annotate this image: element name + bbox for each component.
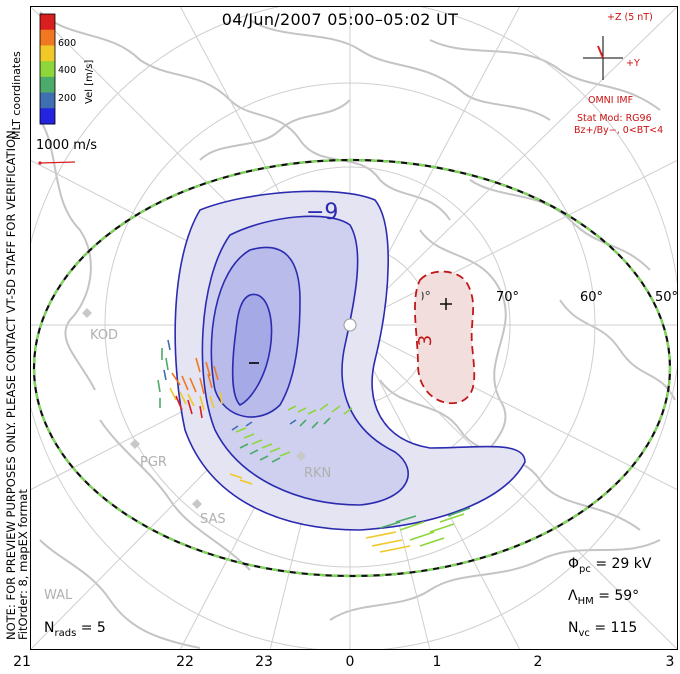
colorbar-label: Vel [m/s] <box>84 59 95 104</box>
pole-marker <box>343 318 357 332</box>
mlt-label-2: 2 <box>533 654 543 670</box>
lat-label-50: 50° <box>655 290 679 305</box>
positive-potential-cell <box>414 270 476 405</box>
imf-by-label: +Y <box>626 58 640 69</box>
reference-vector-label: 1000 m/s <box>36 138 98 153</box>
velocity-vectors <box>157 339 471 553</box>
hm-latitude: ΛHM = 59° <box>568 588 640 607</box>
plot-frame <box>30 6 678 650</box>
coastlines <box>39 11 676 649</box>
colorbar-swatch <box>40 29 55 46</box>
colorbar-swatch <box>40 45 55 62</box>
coordinates-label: MLT coordinates <box>10 51 23 140</box>
imf-dial <box>583 36 623 80</box>
imf-model: Stat Mod: RG96 <box>577 113 652 124</box>
lat-label-80: 80° <box>422 290 431 305</box>
positive-contour-label: 3 <box>415 334 437 347</box>
negative-potential-cell <box>174 190 526 531</box>
colorbar-swatch <box>40 61 55 78</box>
colorbar-swatch <box>40 92 55 109</box>
mlt-label-3: 3 <box>665 654 675 670</box>
station-pgr: PGR <box>140 455 167 470</box>
mlt-label-0: 0 <box>345 654 355 670</box>
reference-vector <box>39 161 76 164</box>
station-sas: SAS <box>200 512 226 527</box>
page-title: 04/Jun/2007 05:00–05:02 UT <box>221 10 459 29</box>
colorbar-swatch <box>40 76 55 94</box>
station-kod: KOD <box>90 328 119 343</box>
station-wal: WAL <box>44 588 73 603</box>
lat-label-60: 60° <box>580 290 604 305</box>
colorbar-tick-600: 600 <box>58 38 77 49</box>
mlt-label-21: 21 <box>13 654 31 670</box>
imf-bz-label: +Z (5 nT) <box>607 12 653 23</box>
station-rkn: RKN <box>304 466 332 481</box>
vector-count: Nvc = 115 <box>568 620 638 639</box>
negative-contour-label: −9 <box>306 200 339 225</box>
mlt-label-1: 1 <box>432 654 442 670</box>
colorbar-tick-400: 400 <box>58 65 77 76</box>
colorbar-tick-200: 200 <box>58 93 77 104</box>
mlt-label-23: 23 <box>255 654 273 670</box>
colorbar <box>39 13 56 125</box>
imf-condition: Bz+/By−, 0<BT<4 <box>574 125 664 136</box>
colorbar-swatch <box>40 108 55 125</box>
radar-count: Nrads = 5 <box>44 620 106 639</box>
mlt-label-22: 22 <box>176 654 194 670</box>
station-markers <box>82 308 306 509</box>
imf-source: OMNI IMF <box>588 95 634 106</box>
colorbar-swatch <box>40 14 55 31</box>
lat-label-70: 70° <box>496 290 520 305</box>
cross-polar-potential: Φpc = 29 kV <box>568 556 652 575</box>
